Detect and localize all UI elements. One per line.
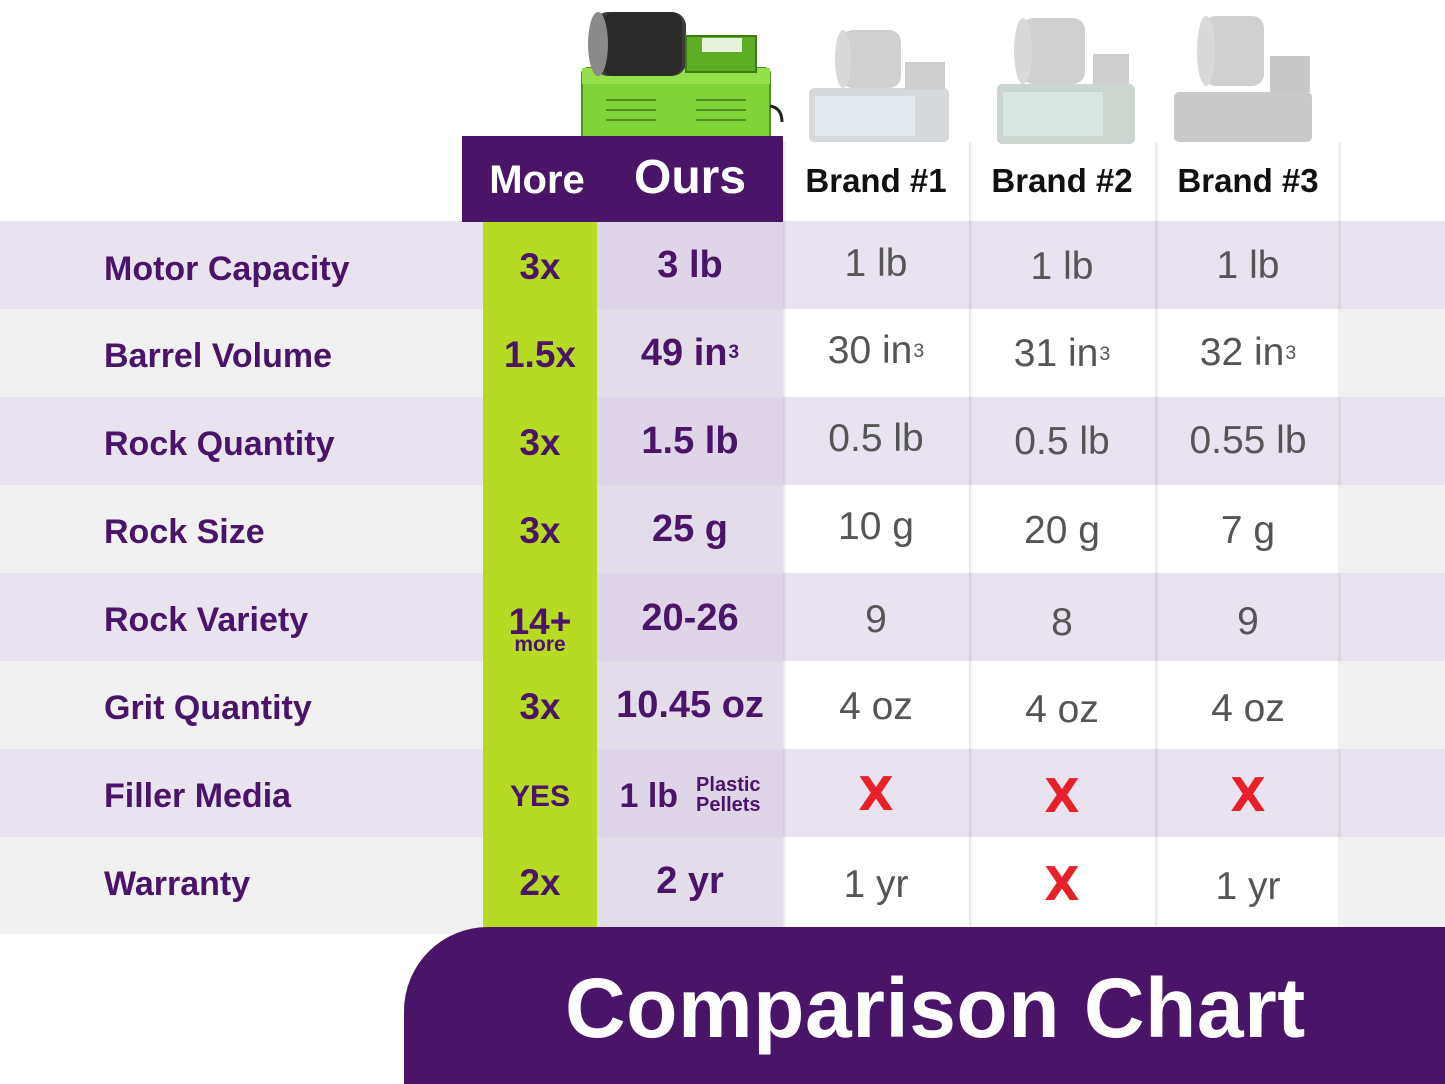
brand1-cell: X	[783, 750, 969, 838]
superscript: 3	[913, 339, 925, 362]
brand1-cell: 1 yr	[843, 863, 909, 906]
brand3-cell: 1 yr	[1215, 865, 1281, 908]
row-label: Barrel Volume	[104, 337, 333, 375]
row-label: Motor Capacity	[104, 250, 350, 288]
row-label: Rock Size	[104, 513, 265, 551]
brand3-cell: 32 in 3	[1155, 309, 1341, 397]
brand-row-fill	[783, 485, 1341, 573]
ours-cell: 25 g	[651, 507, 729, 550]
superscript: 3	[1285, 341, 1297, 364]
row-label: Filler Media	[104, 777, 292, 815]
brand1-cell: 10 g	[838, 505, 914, 548]
brand3-cell: 0.55 lb	[1189, 419, 1307, 462]
column-header-brand1: Brand #1	[805, 162, 947, 199]
column-header-more: More	[489, 158, 585, 202]
brand3-cell: 1 lb	[1216, 244, 1280, 287]
brand-header-fill	[783, 142, 1341, 221]
filler-note-line: Plastic	[696, 774, 761, 797]
brand3-value: 32 in	[1199, 331, 1285, 374]
more-cell: 3x	[519, 246, 561, 287]
row-label: Rock Variety	[104, 601, 309, 639]
ours-column	[597, 221, 783, 934]
brand-row-fill	[783, 309, 1341, 397]
more-cell: 3x	[519, 422, 561, 463]
column-divider	[783, 142, 787, 934]
brand2-value: 31 in	[1013, 332, 1099, 375]
brand2-cell: 8	[1051, 601, 1073, 644]
column-header-ours: Ours	[633, 151, 747, 204]
column-divider	[1155, 142, 1159, 934]
brand3-cell: X	[1155, 751, 1341, 839]
ours-cell: 1.5 lb	[641, 419, 739, 462]
more-cell: 2x	[519, 862, 561, 903]
brand1-cell: 30 in 3	[783, 307, 969, 395]
ours-cell: 49 in 3	[597, 309, 783, 397]
row-label: Warranty	[104, 865, 251, 903]
column-header-brand2: Brand #2	[991, 162, 1133, 199]
brand2-cell: X	[969, 752, 1155, 840]
column-header-brand3: Brand #3	[1177, 162, 1319, 199]
superscript: 3	[728, 342, 740, 363]
ours-value: 49 in	[640, 331, 728, 374]
ours-cell: 10.45 oz	[616, 683, 764, 726]
brand3-cell: 7 g	[1220, 509, 1276, 552]
footer-banner	[404, 927, 1445, 1084]
cross-icon: X	[1044, 769, 1080, 823]
more-stack: 14+ more	[509, 603, 572, 655]
column-divider	[1338, 142, 1341, 934]
brand3-cell: 9	[1237, 600, 1259, 643]
brand2-cell: 20 g	[1024, 509, 1100, 552]
more-subvalue: more	[514, 633, 566, 656]
filler-note-line: Pellets	[696, 794, 761, 816]
more-value: 14+	[508, 601, 572, 642]
header-highlight	[462, 136, 783, 222]
cross-icon: X	[1044, 857, 1080, 911]
brand3-product-image	[1174, 16, 1312, 142]
ours-cell: 20-26	[641, 596, 739, 639]
ours-cell: 2 yr	[656, 859, 724, 902]
more-cell: 3x	[519, 510, 561, 551]
brand1-cell: 9	[865, 598, 887, 641]
ours-product-image	[581, 12, 784, 152]
brand2-cell: 0.5 lb	[1014, 420, 1110, 463]
brand1-value: 30 in	[827, 329, 913, 372]
column-divider	[969, 142, 973, 934]
filler-note: Plastic Pellets	[696, 776, 760, 815]
filler-media-value: 1 lb Plastic Pellets	[619, 776, 760, 815]
brand2-product-image	[997, 18, 1135, 144]
brand-row-fill	[783, 837, 1341, 934]
brand1-cell: 4 oz	[839, 685, 913, 728]
row-label: Grit Quantity	[104, 689, 312, 727]
row-label: Rock Quantity	[104, 425, 335, 463]
brand2-cell: 4 oz	[1025, 688, 1099, 731]
brand1-product-image	[809, 30, 949, 142]
more-cell: 3x	[519, 686, 561, 727]
brand2-cell: 1 lb	[1030, 245, 1094, 288]
brand3-cell: 4 oz	[1211, 687, 1285, 730]
brand1-cell: 1 lb	[844, 242, 908, 285]
brand-row-fill	[783, 661, 1341, 749]
cross-icon: X	[1230, 768, 1266, 822]
brand2-cell: 31 in 3	[969, 310, 1155, 398]
ours-cell: 1 lb Plastic Pellets	[597, 752, 783, 840]
more-cell: 14+ more	[483, 585, 597, 673]
more-column	[483, 221, 597, 934]
ours-value: 1 lb	[619, 776, 679, 815]
chart-title: Comparison Chart	[565, 961, 1306, 1055]
brand2-cell: X	[969, 840, 1155, 928]
ours-cell: 3 lb	[657, 243, 723, 286]
cross-icon: X	[858, 767, 894, 821]
more-cell: 1.5x	[503, 334, 576, 375]
brand1-cell: 0.5 lb	[828, 417, 924, 460]
header-highlight-tip	[462, 208, 483, 222]
more-cell: YES	[509, 780, 571, 813]
superscript: 3	[1099, 342, 1111, 365]
